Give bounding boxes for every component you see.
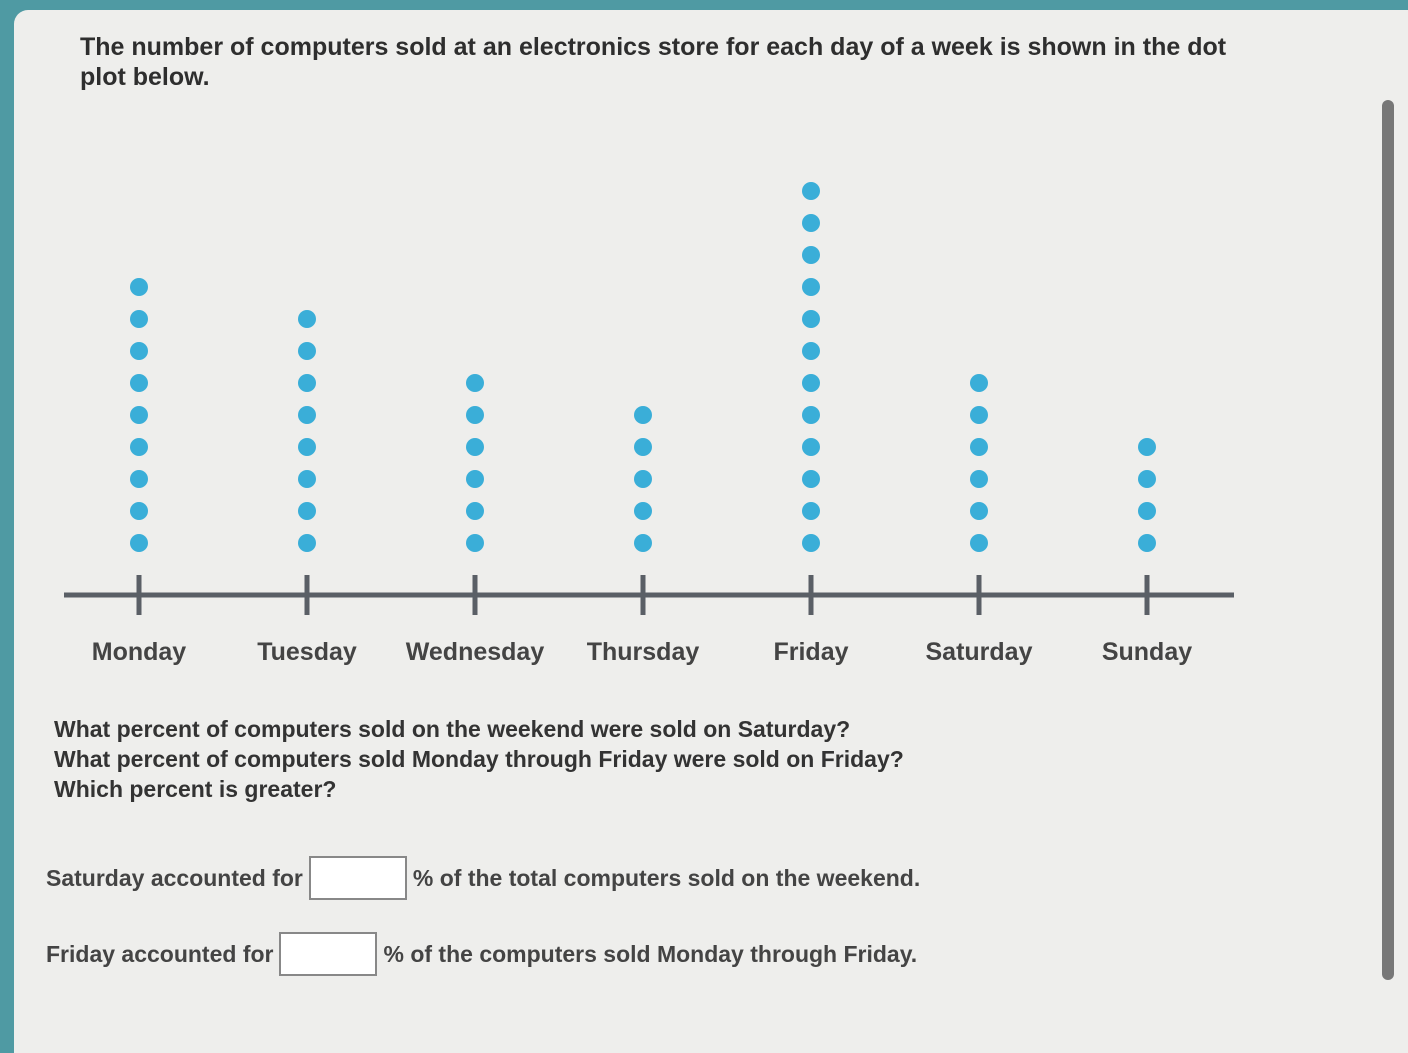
dot	[802, 374, 820, 392]
dot	[970, 438, 988, 456]
dot	[130, 342, 148, 360]
dot	[298, 502, 316, 520]
dot	[130, 278, 148, 296]
dot	[802, 438, 820, 456]
dot	[130, 534, 148, 552]
x-tick-label: Tuesday	[257, 638, 357, 666]
dot	[802, 310, 820, 328]
question: What percent of computers sold Monday th…	[54, 746, 904, 772]
dot	[1138, 502, 1156, 520]
answer-text: % of the computers sold Monday through F…	[383, 940, 918, 967]
x-tick-label: Sunday	[1102, 638, 1192, 666]
dot	[130, 406, 148, 424]
dot	[802, 502, 820, 520]
dot	[130, 438, 148, 456]
dot	[130, 310, 148, 328]
dot	[802, 470, 820, 488]
dot	[130, 502, 148, 520]
dot	[466, 502, 484, 520]
question: What percent of computers sold on the we…	[54, 716, 851, 742]
dot	[298, 534, 316, 552]
dot	[466, 374, 484, 392]
dot	[970, 534, 988, 552]
dot	[466, 406, 484, 424]
dot	[802, 214, 820, 232]
prompt: The number of computers sold at an elect…	[80, 33, 1227, 91]
dot	[298, 470, 316, 488]
dot	[466, 470, 484, 488]
answer-input[interactable]	[308, 856, 407, 900]
answer-text: Friday accounted for	[46, 940, 274, 967]
answer-row: Saturday accounted for % of the total co…	[46, 856, 920, 900]
dot	[466, 534, 484, 552]
dot	[802, 278, 820, 296]
dot	[298, 406, 316, 424]
answer-text: % of the total computers sold on the wee…	[412, 864, 921, 891]
dot	[802, 182, 820, 200]
scrollbar[interactable]	[1382, 100, 1394, 980]
question: Which percent is greater?	[54, 776, 337, 802]
dot	[970, 374, 988, 392]
dot	[298, 310, 316, 328]
answer-input[interactable]	[279, 932, 378, 976]
dot	[1138, 470, 1156, 488]
dot	[298, 374, 316, 392]
dot	[634, 502, 652, 520]
dot	[802, 246, 820, 264]
dot	[298, 342, 316, 360]
dot	[466, 438, 484, 456]
answer-row: Friday accounted for % of the computers …	[46, 932, 917, 976]
dot	[634, 406, 652, 424]
dot	[634, 438, 652, 456]
panel: The number of computers sold at an elect…	[14, 10, 1408, 1053]
dot	[298, 438, 316, 456]
x-tick-label: Friday	[773, 638, 848, 666]
answer-text: Saturday accounted for	[46, 864, 303, 891]
x-tick-label: Thursday	[587, 638, 700, 666]
dot	[970, 470, 988, 488]
dot-plot: Monday Tuesday Wednesday Thursday Friday Satu…	[64, 182, 1234, 666]
x-tick-label: Monday	[92, 638, 187, 666]
dot	[1138, 534, 1156, 552]
dot	[970, 502, 988, 520]
dot	[634, 470, 652, 488]
dot	[802, 406, 820, 424]
x-tick-label: Wednesday	[406, 638, 545, 666]
dot	[130, 470, 148, 488]
dot	[1138, 438, 1156, 456]
x-tick-label: Saturday	[926, 638, 1033, 666]
dot	[802, 534, 820, 552]
dot	[130, 374, 148, 392]
dot	[634, 534, 652, 552]
dot	[970, 406, 988, 424]
dot	[802, 342, 820, 360]
